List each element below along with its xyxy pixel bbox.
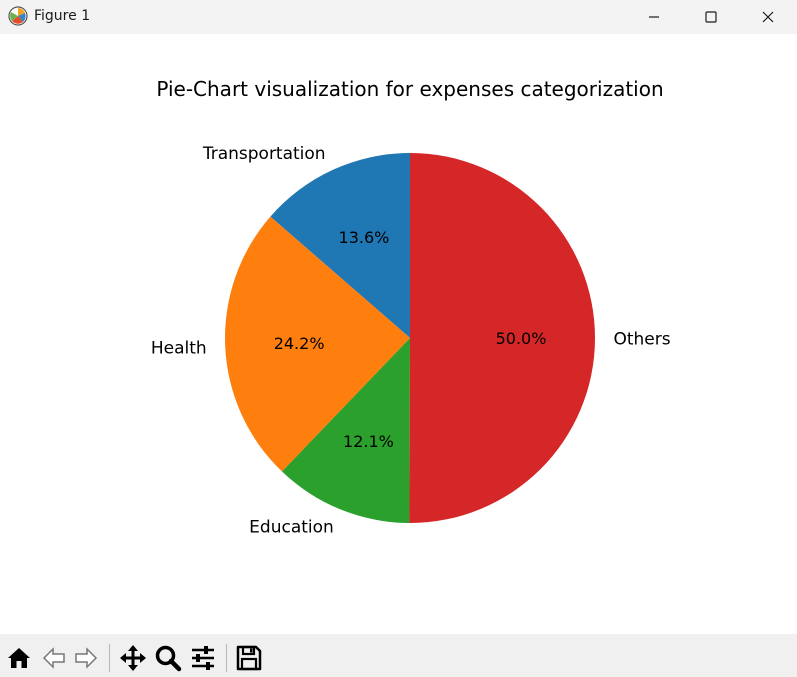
pie-slice-others <box>409 153 596 523</box>
window-title: Figure 1 <box>34 8 91 24</box>
sliders-icon <box>192 646 214 670</box>
save-icon <box>236 645 262 671</box>
pie-slice-education <box>281 338 410 523</box>
pie-category-label: Health <box>151 338 207 358</box>
pie-chart: Pie-Chart visualization for expenses cat… <box>151 77 671 538</box>
toolbar-separator <box>226 644 227 672</box>
maximize-button[interactable] <box>682 0 740 34</box>
zoom-icon <box>155 645 182 672</box>
pie-category-label: Transportation <box>202 144 326 164</box>
move-icon <box>120 645 146 671</box>
zoom-button[interactable] <box>152 642 184 674</box>
chart-title: Pie-Chart visualization for expenses cat… <box>156 77 663 101</box>
pie-category-label: Others <box>613 329 670 349</box>
pie-slice-transportation <box>270 153 410 338</box>
navigation-toolbar <box>0 634 797 677</box>
minimize-button[interactable] <box>625 0 683 34</box>
save-button[interactable] <box>233 642 265 674</box>
title-bar: Figure 1 <box>0 0 797 34</box>
forward-button[interactable] <box>70 642 102 674</box>
home-icon <box>8 648 30 668</box>
pie-category-label: Education <box>249 518 334 538</box>
figure-canvas: Pie-Chart visualization for expenses cat… <box>0 34 797 634</box>
toolbar-separator <box>109 644 110 672</box>
pie-percent-label: 50.0% <box>496 329 547 348</box>
forward-arrow-icon <box>75 647 98 669</box>
home-button[interactable] <box>3 642 35 674</box>
matplotlib-icon <box>8 6 28 26</box>
maximize-icon <box>705 11 717 23</box>
pie-slice-health <box>224 216 410 472</box>
pan-button[interactable] <box>117 642 149 674</box>
close-icon <box>762 11 774 23</box>
back-arrow-icon <box>42 647 65 669</box>
close-button[interactable] <box>739 0 797 34</box>
back-button[interactable] <box>38 642 70 674</box>
pie-percent-label: 13.6% <box>339 228 390 247</box>
pie-percent-label: 24.2% <box>274 334 325 353</box>
pie-percent-label: 12.1% <box>343 432 394 451</box>
minimize-icon <box>649 16 659 18</box>
configure-button[interactable] <box>187 642 219 674</box>
